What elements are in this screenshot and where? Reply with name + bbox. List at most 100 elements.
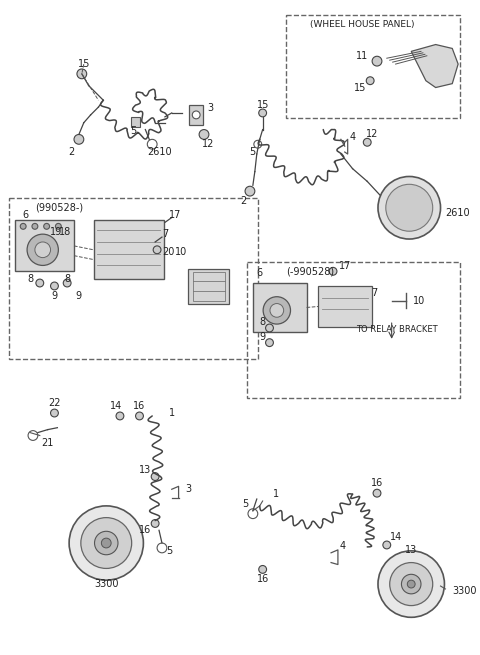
Bar [189, 105, 203, 124]
Circle shape [151, 473, 159, 481]
Text: 5: 5 [249, 147, 255, 157]
Circle shape [95, 531, 118, 555]
Circle shape [390, 563, 433, 606]
Circle shape [372, 56, 382, 66]
Circle shape [147, 140, 157, 149]
Text: 11: 11 [356, 51, 369, 62]
Polygon shape [411, 45, 458, 88]
Text: TO RELAY BRACKET: TO RELAY BRACKET [356, 326, 437, 335]
Text: 6: 6 [257, 269, 263, 278]
Text: 5: 5 [131, 126, 137, 136]
Circle shape [378, 551, 444, 617]
Text: 3300: 3300 [452, 586, 477, 596]
Circle shape [135, 412, 144, 420]
Circle shape [259, 565, 266, 573]
Text: 21: 21 [41, 438, 54, 448]
Text: 8: 8 [260, 317, 266, 327]
Circle shape [36, 279, 44, 287]
Text: 8: 8 [27, 274, 33, 284]
Circle shape [151, 519, 159, 527]
Circle shape [44, 223, 49, 229]
Text: 5: 5 [166, 546, 172, 556]
Circle shape [153, 246, 161, 253]
Circle shape [81, 517, 132, 569]
Circle shape [373, 489, 381, 497]
Circle shape [363, 138, 371, 146]
Text: 16: 16 [371, 478, 383, 489]
Text: 3: 3 [208, 103, 214, 113]
Text: 17: 17 [168, 210, 181, 219]
Bar [318, 286, 372, 327]
Text: 13: 13 [405, 545, 417, 555]
Circle shape [265, 339, 274, 346]
Circle shape [192, 111, 200, 119]
Circle shape [254, 140, 262, 148]
Circle shape [366, 77, 374, 84]
Text: 12: 12 [202, 140, 214, 149]
Circle shape [248, 509, 258, 519]
Text: 14: 14 [390, 532, 403, 542]
Circle shape [50, 409, 59, 417]
Text: 1: 1 [273, 489, 279, 499]
Circle shape [378, 176, 441, 239]
Text: 2610: 2610 [148, 147, 172, 157]
Text: 5: 5 [242, 499, 248, 509]
Circle shape [383, 541, 391, 549]
Circle shape [55, 223, 61, 229]
Bar [15, 221, 74, 271]
Circle shape [259, 109, 266, 117]
Text: 9: 9 [260, 332, 266, 342]
Text: 7: 7 [371, 288, 377, 298]
Text: 12: 12 [366, 130, 378, 140]
Text: (990528-): (990528-) [35, 203, 84, 213]
Text: 20: 20 [163, 247, 175, 257]
Text: 4: 4 [340, 541, 346, 551]
Text: 3300: 3300 [94, 579, 119, 589]
Circle shape [77, 69, 87, 79]
Circle shape [28, 430, 38, 440]
Text: 9: 9 [76, 291, 82, 301]
Circle shape [263, 297, 290, 324]
Circle shape [157, 543, 167, 553]
Circle shape [397, 553, 405, 561]
Text: 16: 16 [133, 401, 145, 411]
Circle shape [329, 267, 337, 275]
Text: 6: 6 [22, 210, 28, 219]
Text: 2610: 2610 [445, 208, 470, 217]
Circle shape [74, 134, 84, 144]
Bar [9, 198, 258, 359]
Bar [286, 15, 460, 118]
Circle shape [265, 324, 274, 332]
Circle shape [270, 303, 284, 317]
Text: 10: 10 [413, 295, 425, 306]
Circle shape [116, 412, 124, 420]
Circle shape [50, 282, 59, 290]
Text: 1: 1 [168, 408, 175, 418]
Circle shape [408, 580, 415, 588]
Circle shape [101, 538, 111, 548]
Text: 10: 10 [175, 247, 188, 257]
Bar [193, 272, 225, 301]
Text: 8: 8 [64, 274, 70, 284]
Bar [247, 261, 460, 398]
Circle shape [63, 279, 71, 287]
Bar [94, 221, 164, 279]
Text: (WHEEL HOUSE PANEL): (WHEEL HOUSE PANEL) [310, 20, 415, 29]
Text: 14: 14 [110, 401, 122, 411]
Text: 2: 2 [68, 147, 74, 157]
Text: 16: 16 [139, 525, 152, 535]
Text: (-990528): (-990528) [286, 267, 334, 276]
Text: 2: 2 [240, 196, 246, 206]
Text: 3: 3 [185, 484, 192, 495]
Bar [253, 283, 307, 332]
Text: 18: 18 [60, 227, 72, 237]
Circle shape [27, 234, 59, 265]
Circle shape [35, 242, 50, 257]
Text: 9: 9 [51, 291, 58, 301]
Text: 16: 16 [256, 574, 269, 584]
Bar [131, 117, 141, 126]
Circle shape [32, 223, 38, 229]
Bar [188, 269, 229, 303]
Text: 17: 17 [338, 261, 351, 271]
Circle shape [199, 130, 209, 140]
